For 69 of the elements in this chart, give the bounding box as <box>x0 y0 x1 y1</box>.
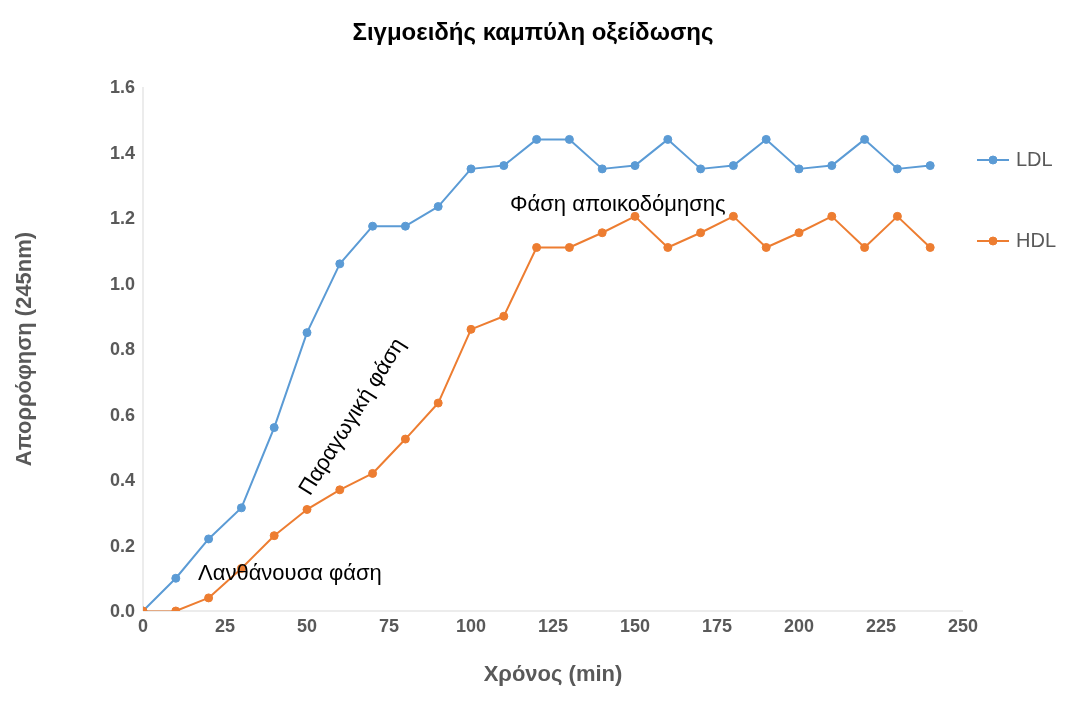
x-tick-label: 150 <box>619 615 651 636</box>
point <box>827 161 837 171</box>
point <box>925 242 935 252</box>
point <box>466 324 476 334</box>
x-tick-label: 50 <box>296 615 318 636</box>
x-tick-label: 225 <box>865 615 897 636</box>
x-axis-title: Χρόνος (min) <box>483 661 623 686</box>
point <box>302 504 312 514</box>
x-tick-label: 25 <box>214 615 236 636</box>
x-tick-label: 75 <box>378 615 400 636</box>
point <box>335 259 345 269</box>
point <box>400 434 410 444</box>
point <box>630 161 640 171</box>
point <box>597 228 607 238</box>
point <box>728 211 738 221</box>
y-tick-label: 0.2 <box>109 535 135 556</box>
point <box>499 161 509 171</box>
point <box>564 242 574 252</box>
point <box>532 134 542 144</box>
chart-title: Σιγμοειδής καμπύλη οξείδωσης <box>351 18 715 46</box>
y-axis-title: Απορρόφηση (245nm) <box>10 231 36 467</box>
point <box>302 328 312 338</box>
point <box>925 161 935 171</box>
y-tick-label: 1.0 <box>109 273 135 294</box>
point <box>204 534 214 544</box>
annotation: Φάση αποικοδόμησης <box>510 191 726 217</box>
point <box>663 242 673 252</box>
point <box>433 202 443 212</box>
point <box>532 242 542 252</box>
y-tick-label: 1.6 <box>109 77 135 98</box>
point <box>499 311 509 321</box>
y-tick-label: 1.4 <box>109 142 135 163</box>
point <box>794 228 804 238</box>
y-tick-label: 0.0 <box>109 601 135 622</box>
legend-label: HDL <box>1016 229 1057 252</box>
point <box>269 531 279 541</box>
x-tick-label: 250 <box>947 615 979 636</box>
point <box>663 134 673 144</box>
y-tick-label: 0.4 <box>109 470 135 491</box>
point <box>696 228 706 238</box>
point <box>761 242 771 252</box>
point <box>761 134 771 144</box>
point <box>892 164 902 174</box>
point <box>827 211 837 221</box>
point <box>892 211 902 221</box>
y-tick-label: 0.8 <box>109 339 135 360</box>
point <box>204 593 214 603</box>
x-tick-label: 200 <box>783 615 815 636</box>
point <box>236 503 246 513</box>
point <box>728 161 738 171</box>
x-tick-label: 125 <box>537 615 569 636</box>
point <box>171 573 181 583</box>
x-tick-label: 100 <box>455 615 487 636</box>
y-tick-label: 1.2 <box>109 208 135 229</box>
point <box>433 398 443 408</box>
x-tick-label: 175 <box>701 615 733 636</box>
point <box>860 242 870 252</box>
point <box>794 164 804 174</box>
point <box>860 134 870 144</box>
point <box>597 164 607 174</box>
point <box>564 134 574 144</box>
point <box>269 423 279 433</box>
y-tick-label: 0.6 <box>109 404 135 425</box>
point <box>696 164 706 174</box>
x-tick-label: 0 <box>137 615 149 636</box>
point <box>466 164 476 174</box>
legend-label: LDL <box>1016 148 1053 171</box>
point <box>368 221 378 231</box>
point <box>400 221 410 231</box>
